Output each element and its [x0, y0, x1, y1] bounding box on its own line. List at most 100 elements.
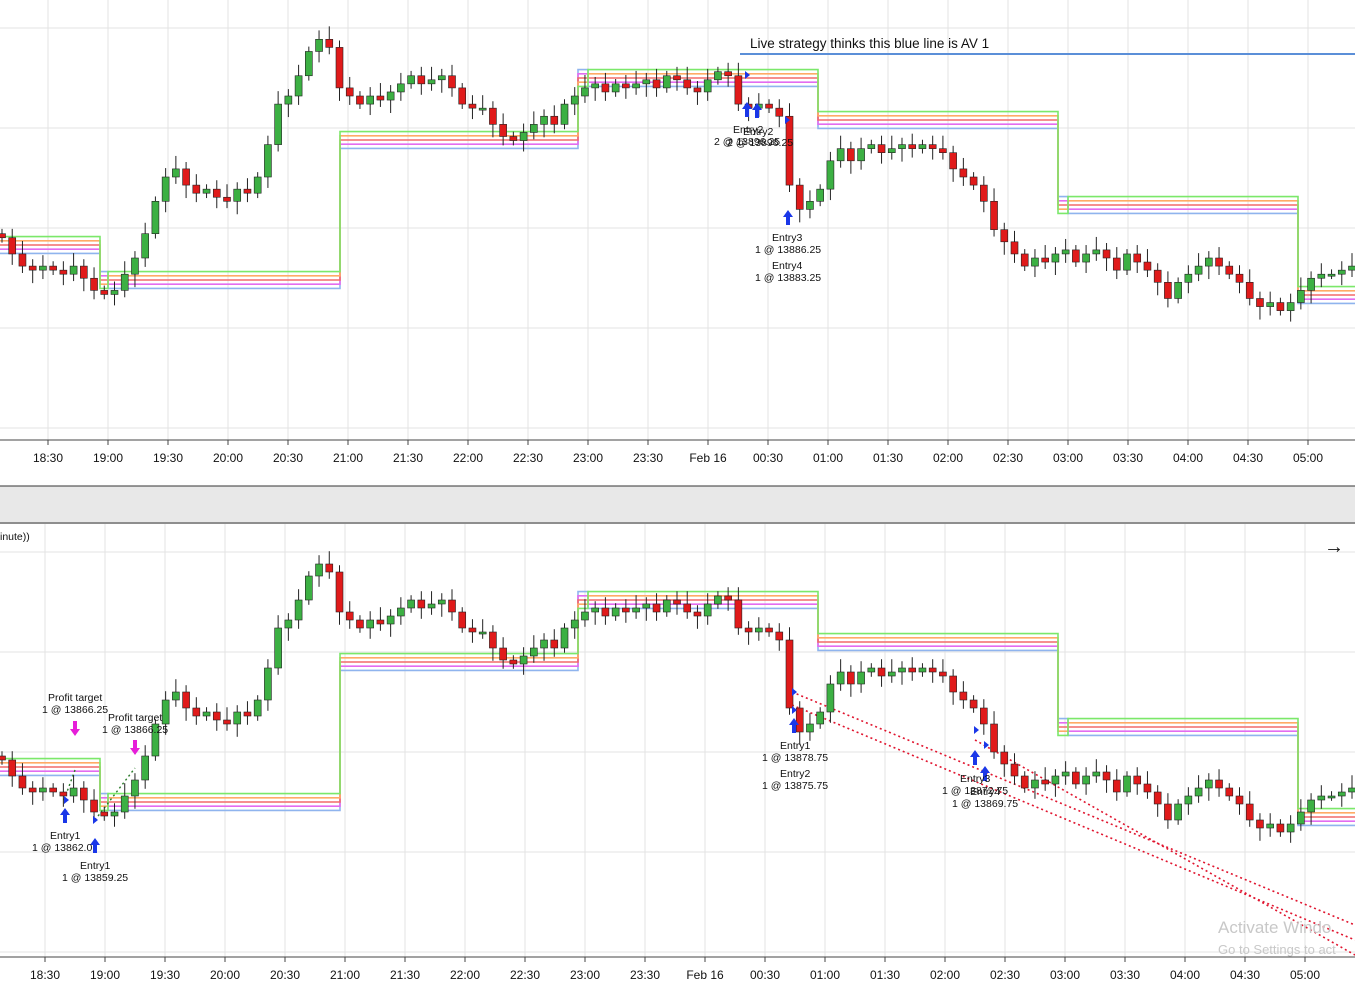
candle-up: [1327, 273, 1336, 277]
candle-up: [1337, 791, 1346, 797]
candle-down: [28, 787, 37, 793]
time-tick-label: 22:00: [453, 451, 483, 465]
watermark-line2: Go to Settings to act: [1218, 942, 1336, 957]
entry2-label-c: Entry2: [780, 768, 811, 780]
candle-down: [1153, 791, 1162, 805]
candle-down: [1072, 249, 1080, 263]
candle-up: [826, 160, 835, 190]
candle-up: [151, 201, 160, 235]
candle-down: [795, 184, 804, 210]
candle-up: [642, 603, 651, 609]
candle-down: [1225, 265, 1234, 275]
nav-arrow-icon[interactable]: →: [1324, 536, 1344, 558]
time-tick-label: 04:00: [1173, 451, 1203, 465]
candle-down: [1143, 783, 1152, 793]
candle-down: [744, 627, 753, 633]
candle-up: [1051, 253, 1060, 263]
panel-separator[interactable]: [0, 486, 1355, 524]
candle-down: [489, 107, 497, 125]
candle-down: [499, 124, 507, 137]
fill-marker-icon: [64, 796, 69, 804]
candle-up: [1031, 779, 1039, 789]
candle-down: [550, 639, 559, 649]
candle-down: [959, 691, 968, 701]
candle-up: [816, 711, 824, 725]
candle-down: [1164, 281, 1172, 299]
time-tick-label: 00:30: [753, 451, 783, 465]
candle-down: [785, 115, 794, 186]
candle-down: [990, 201, 998, 230]
entry-arrow-icon: [742, 102, 752, 117]
candle-down: [212, 711, 221, 721]
candle-up: [1317, 273, 1326, 279]
candle-down: [949, 152, 957, 170]
candle-down: [939, 671, 947, 677]
candle-down: [489, 631, 497, 649]
candle-down: [939, 148, 947, 153]
time-tick-label: 18:30: [33, 451, 63, 465]
candle-up: [366, 619, 374, 629]
entry2-label-b: Entry2: [743, 126, 774, 138]
candle-up: [560, 103, 569, 125]
time-tick-label: 19:30: [153, 451, 183, 465]
top-grid: [0, 0, 1355, 440]
candle-up: [264, 144, 272, 178]
time-tick-label: 21:00: [330, 968, 360, 982]
candle-down: [693, 87, 702, 93]
candle-down: [673, 75, 681, 81]
candle-up: [1307, 277, 1315, 291]
candle-down: [1010, 763, 1019, 777]
entry1-label-a: Entry1: [50, 830, 81, 842]
candle-up: [1205, 257, 1213, 267]
time-tick-label: 04:30: [1230, 968, 1260, 982]
entry4-label-c: Entry4: [970, 786, 1001, 798]
top-time-axis: 18:30 19:00 19:30 20:00 20:30 21:00 21:30 22:00…: [33, 440, 1323, 465]
candle-down: [325, 38, 334, 48]
candle-down: [8, 237, 17, 255]
bottom-time-axis: 18:30 19:00 19:30 20:00 20:30 21:00 21:30 22:00…: [30, 957, 1320, 982]
candle-up: [714, 595, 722, 605]
fill-marker-icon: [792, 688, 797, 696]
candle-down: [734, 599, 743, 629]
candle-down: [335, 47, 344, 89]
time-tick-label: 20:00: [213, 451, 243, 465]
candle-up: [427, 603, 436, 609]
time-tick-label: 02:00: [930, 968, 960, 982]
band-line: [0, 590, 1355, 812]
candle-up: [1337, 269, 1346, 275]
candle-down: [192, 184, 201, 194]
time-tick-label: 21:30: [390, 968, 420, 982]
entry2-detail-b: 2 @ 13896.25: [727, 137, 793, 149]
time-tick-label: 00:30: [750, 968, 780, 982]
candle-up: [632, 83, 640, 89]
candle-up: [703, 79, 712, 93]
band-line: [0, 595, 1355, 822]
fill-marker-icon: [93, 816, 98, 824]
candle-up: [366, 95, 374, 105]
trend-dotted-line: [791, 704, 1355, 941]
entry1-detail-a: 1 @ 13862.0: [32, 842, 92, 854]
candle-down: [601, 607, 610, 617]
candle-up: [202, 188, 211, 194]
candle-down: [1245, 803, 1254, 821]
candle-up: [867, 144, 876, 149]
candle-down: [1276, 823, 1285, 833]
entry3-label-c: Entry3: [960, 773, 991, 785]
candle-down: [1102, 771, 1111, 781]
candle-up: [264, 667, 272, 701]
candle-down: [509, 136, 518, 141]
candle-up: [826, 683, 835, 713]
candle-up: [161, 176, 170, 202]
candle-up: [1348, 787, 1355, 793]
candle-up: [857, 148, 865, 162]
time-tick-label: 01:30: [870, 968, 900, 982]
candle-down: [949, 675, 957, 693]
candle-up: [836, 671, 845, 685]
candle-up: [918, 667, 927, 673]
candle-up: [1061, 771, 1070, 777]
candle-down: [325, 563, 334, 573]
time-tick-label: 18:30: [30, 968, 60, 982]
entry4-detail: 1 @ 13883.25: [755, 272, 821, 284]
candle-down: [223, 719, 231, 725]
candle-up: [172, 691, 180, 701]
